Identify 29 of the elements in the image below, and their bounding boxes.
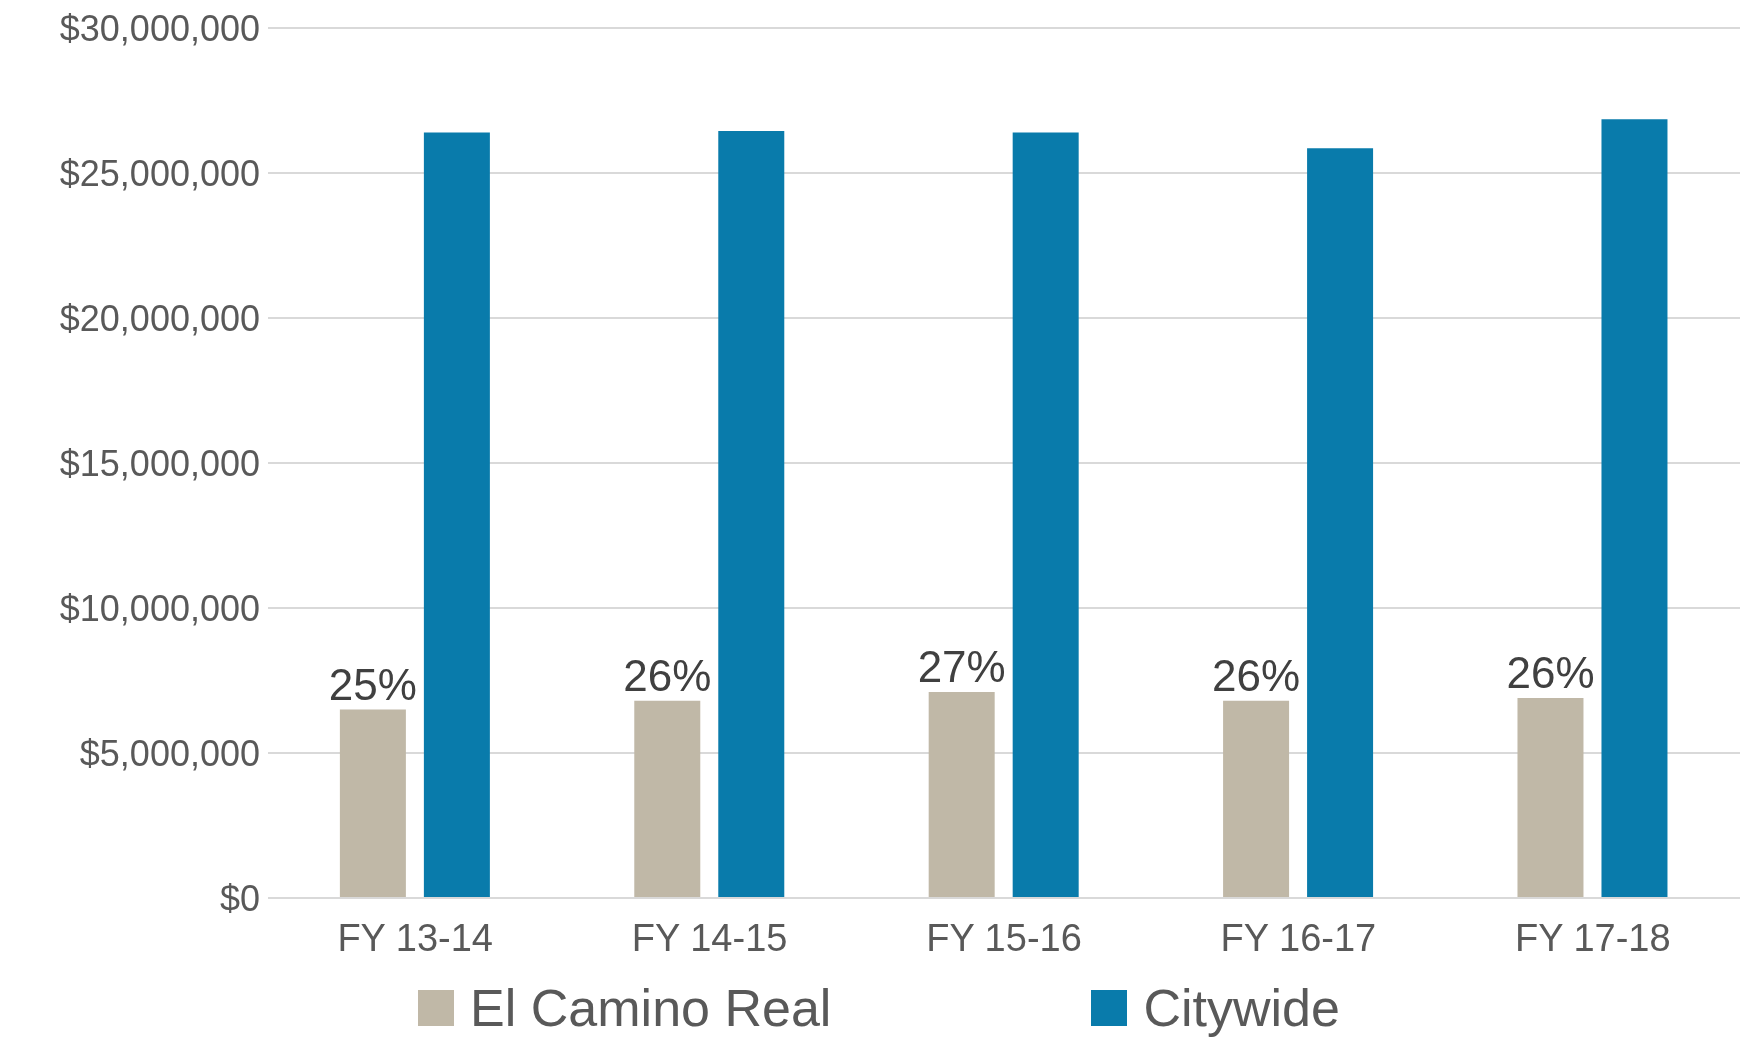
y-tick-label: $10,000,000 — [59, 587, 260, 629]
x-tick-label: FY 15-16 — [926, 916, 1082, 959]
x-tick-label: FY 16-17 — [1220, 916, 1377, 959]
bar — [1517, 697, 1584, 898]
bar — [1307, 148, 1374, 898]
y-tick-label: $0 — [219, 877, 260, 919]
legend-label: Citywide — [1143, 978, 1340, 1038]
bar — [1601, 119, 1668, 898]
bar — [1223, 700, 1290, 898]
bar — [634, 700, 701, 898]
y-tick-label: $15,000,000 — [59, 442, 260, 484]
annotation: 25% — [328, 659, 417, 709]
y-tick-label: $25,000,000 — [59, 152, 260, 194]
y-tick-label: $30,000,000 — [59, 7, 260, 49]
annotation: 27% — [917, 642, 1006, 692]
annotation: 26% — [1506, 647, 1595, 697]
x-tick-label: FY 13-14 — [337, 916, 494, 959]
bar — [928, 692, 995, 898]
bar — [423, 132, 490, 898]
x-tick-label: FY 14-15 — [631, 916, 788, 959]
bar — [718, 130, 785, 898]
annotation: 26% — [1212, 650, 1301, 700]
legend-label: El Camino Real — [470, 978, 832, 1038]
annotation: 26% — [623, 650, 712, 700]
bar — [339, 709, 406, 898]
y-tick-label: $20,000,000 — [59, 297, 260, 339]
x-tick-label: FY 17-18 — [1514, 916, 1671, 959]
bar — [1012, 132, 1079, 898]
y-tick-label: $5,000,000 — [79, 732, 260, 774]
